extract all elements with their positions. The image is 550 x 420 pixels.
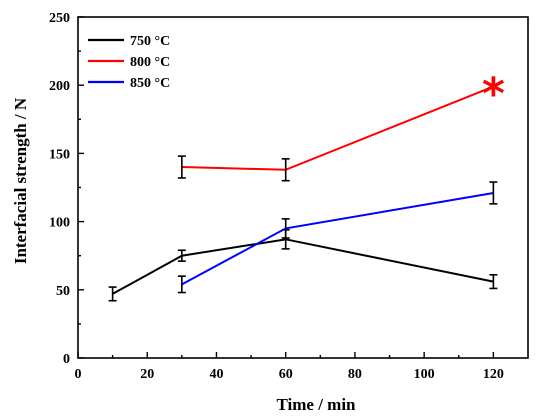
y-axis-title: Interfacial strength / N (11, 97, 30, 264)
series-line (181, 191, 494, 286)
y-tick-label: 0 (63, 352, 70, 367)
legend-item: 850 °C (88, 76, 170, 91)
error-bar (281, 158, 290, 182)
error-bar (177, 155, 186, 179)
asterisk-marker: * (482, 69, 505, 120)
series-line (181, 85, 494, 171)
x-tick-label: 20 (140, 367, 154, 382)
series-layer: * (108, 69, 505, 302)
y-tick-label: 200 (49, 79, 70, 94)
y-tick-label: 100 (49, 216, 70, 231)
x-tick-label: 0 (75, 367, 82, 382)
y-tick-label: 150 (49, 147, 70, 162)
x-tick-label: 40 (209, 367, 223, 382)
error-bar (108, 286, 117, 302)
legend: 750 °C 800 °C 850 °C (88, 34, 170, 91)
y-tick-label: 250 (49, 11, 70, 26)
error-bar (489, 181, 498, 205)
legend-label: 800 °C (130, 55, 170, 70)
x-tick-label: 100 (414, 367, 435, 382)
x-tick-label: 120 (483, 367, 504, 382)
y-tick-label: 50 (56, 284, 70, 299)
error-bar (489, 273, 498, 290)
legend-label: 750 °C (130, 34, 170, 49)
legend-item: 800 °C (88, 55, 170, 70)
series-2 (177, 181, 498, 294)
x-axis-title: Time / min (276, 395, 356, 414)
x-axis-ticks: 0 20 40 60 80 100 120 (75, 352, 504, 382)
y-axis-ticks: 0 50 100 150 200 250 (49, 11, 84, 367)
series-line (112, 238, 494, 295)
error-bar (177, 249, 186, 262)
series-1 (177, 85, 494, 182)
x-tick-label: 60 (279, 367, 293, 382)
error-bar (177, 275, 186, 294)
x-tick-label: 80 (348, 367, 362, 382)
series-0 (108, 228, 498, 302)
legend-label: 850 °C (130, 76, 170, 91)
legend-item: 750 °C (88, 34, 170, 49)
error-bar (281, 218, 290, 239)
